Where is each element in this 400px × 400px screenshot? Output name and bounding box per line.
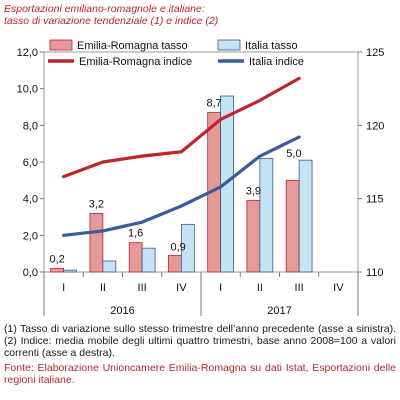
legend-label-bar-er: Emilia-Romagna tasso bbox=[77, 40, 188, 52]
left-axis-tick-label: 12,0 bbox=[17, 47, 38, 59]
year-label: 2016 bbox=[110, 305, 134, 317]
legend-label-bar-it: Italia tasso bbox=[245, 40, 298, 52]
chart-notes: (1) Tasso di variazione sullo stesso tri… bbox=[4, 323, 396, 359]
left-axis-tick-label: 8,0 bbox=[23, 120, 38, 132]
legend-swatch-bar-it bbox=[217, 39, 241, 51]
bar-italia-tasso bbox=[298, 159, 313, 273]
left-axis-tick-label: 10,0 bbox=[17, 84, 38, 96]
line-italia-indice bbox=[62, 135, 301, 237]
bar-data-label: 1,6 bbox=[128, 228, 143, 240]
legend-label-line-er: Emilia-Romagna indice bbox=[79, 56, 192, 68]
bar-italia-tasso bbox=[220, 95, 234, 273]
right-axis-tick-label: 120 bbox=[366, 120, 384, 132]
bar-emilia-romagna-tasso bbox=[50, 267, 65, 273]
bar-data-label: 0,9 bbox=[170, 241, 185, 253]
bar-data-label: 3,9 bbox=[246, 186, 261, 198]
right-axis-tick-label: 115 bbox=[366, 194, 384, 206]
chart-title-line-1: Esportazioni emiliano-romagnole e italia… bbox=[4, 3, 205, 15]
bar-data-label: 3,2 bbox=[89, 198, 104, 210]
left-axis-tick-label: 2,0 bbox=[23, 230, 38, 242]
bar-italia-tasso bbox=[63, 269, 77, 273]
quarter-label: III bbox=[295, 282, 304, 294]
bar-data-label: 0,2 bbox=[50, 253, 65, 265]
legend-swatch-bar-er bbox=[49, 39, 73, 51]
bar-data-label: 8,7 bbox=[207, 98, 222, 110]
right-axis-tick-label: 110 bbox=[366, 267, 384, 279]
legend-label-line-it: Italia indice bbox=[249, 56, 304, 68]
chart-title: Esportazioni emiliano-romagnole e italia… bbox=[4, 3, 218, 27]
quarter-label: IV bbox=[333, 282, 344, 294]
bar-emilia-romagna-tasso bbox=[89, 212, 104, 273]
bar-emilia-romagna-tasso bbox=[168, 255, 182, 273]
chart-title-line-2: tasso di variazione tendenziale (1) e in… bbox=[4, 15, 219, 27]
bar-italia-tasso bbox=[141, 247, 156, 273]
quarter-label: III bbox=[138, 282, 147, 294]
bar-data-label: 5,0 bbox=[286, 148, 301, 160]
line-emilia-romagna-indice bbox=[62, 76, 301, 179]
left-axis-tick-label: 6,0 bbox=[23, 157, 38, 169]
quarter-label: II bbox=[257, 282, 263, 294]
bar-italia-tasso bbox=[259, 157, 274, 273]
bar-italia-tasso bbox=[102, 260, 117, 273]
quarter-label: IV bbox=[176, 282, 187, 294]
right-axis-tick-label: 125 bbox=[366, 47, 384, 59]
quarter-label: II bbox=[100, 282, 106, 294]
chart-source: Fonte: Elaborazione Unioncamere Emilia-R… bbox=[4, 362, 396, 386]
left-axis-tick-label: 4,0 bbox=[23, 194, 38, 206]
bar-emilia-romagna-tasso bbox=[246, 200, 261, 273]
bar-emilia-romagna-tasso bbox=[285, 179, 300, 273]
left-axis-tick-label: 0,0 bbox=[23, 267, 38, 279]
bar-italia-tasso bbox=[180, 223, 195, 273]
quarter-label: I bbox=[219, 282, 222, 294]
year-label: 2017 bbox=[267, 305, 291, 317]
bar-emilia-romagna-tasso bbox=[128, 242, 143, 273]
quarter-label: I bbox=[62, 282, 65, 294]
